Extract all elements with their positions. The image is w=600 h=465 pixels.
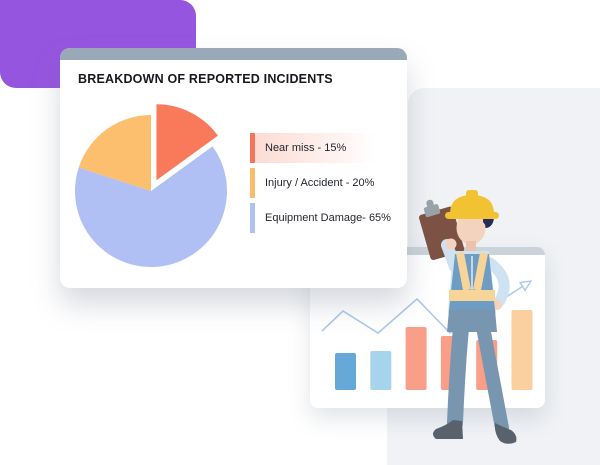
- clipboard-clip: [423, 204, 441, 218]
- worker-hip-arm: [484, 257, 510, 309]
- legend-label: Near miss - 15%: [265, 142, 347, 154]
- pie-slice-equipment-damage: [74, 146, 228, 267]
- legend-item-injury-accident: Injury / Accident - 20%: [250, 168, 400, 198]
- pie-legend: Near miss - 15% Injury / Accident - 20% …: [250, 133, 400, 233]
- legend-item-near-miss: Near miss - 15%: [250, 133, 400, 163]
- pie-slice-injury-accident: [78, 115, 151, 191]
- pie-chart: [74, 104, 228, 267]
- legend-label: Injury / Accident - 20%: [265, 177, 375, 189]
- hard-hat-brim: [445, 212, 499, 219]
- incident-breakdown-card: BREAKDOWN OF REPORTED INCIDENTS Near mis…: [60, 48, 407, 288]
- pie-slice-near-miss: [156, 104, 218, 181]
- decor-bar: [370, 351, 392, 390]
- vest-stripe-right: [473, 252, 488, 291]
- decor-bar: [405, 327, 427, 390]
- worker-face: [456, 211, 486, 245]
- worker-leg-right: [476, 320, 509, 435]
- legend-item-equipment-damage: Equipment Damage- 65%: [250, 203, 400, 233]
- hard-hat-dome: [450, 195, 494, 214]
- report-card-header: [310, 247, 545, 255]
- vest-stripe-left: [456, 252, 471, 291]
- clipboard-clip-knob: [426, 199, 434, 208]
- trend-arrowhead-icon: [518, 280, 533, 292]
- worker-shoe-left: [433, 420, 463, 439]
- legend-label: Equipment Damage- 65%: [265, 212, 391, 224]
- worker-shoe-right: [494, 423, 517, 444]
- worker-leg-left: [447, 319, 469, 431]
- worker-neck: [466, 241, 476, 251]
- hard-hat-ridge: [466, 190, 478, 199]
- worker-hand-clipboard: [445, 238, 457, 250]
- vest-waistband: [449, 290, 495, 301]
- legend-swatch-near-miss: [250, 133, 255, 163]
- decor-bar: [335, 353, 356, 390]
- worker-hair-fringe: [476, 210, 488, 227]
- legend-swatch-equipment-damage: [250, 203, 255, 233]
- pie-card-header: [60, 48, 407, 60]
- legend-swatch-injury-accident: [250, 168, 255, 198]
- decor-bar: [511, 310, 533, 390]
- card-title: BREAKDOWN OF REPORTED INCIDENTS: [78, 72, 333, 86]
- worker-illustration: [419, 190, 517, 444]
